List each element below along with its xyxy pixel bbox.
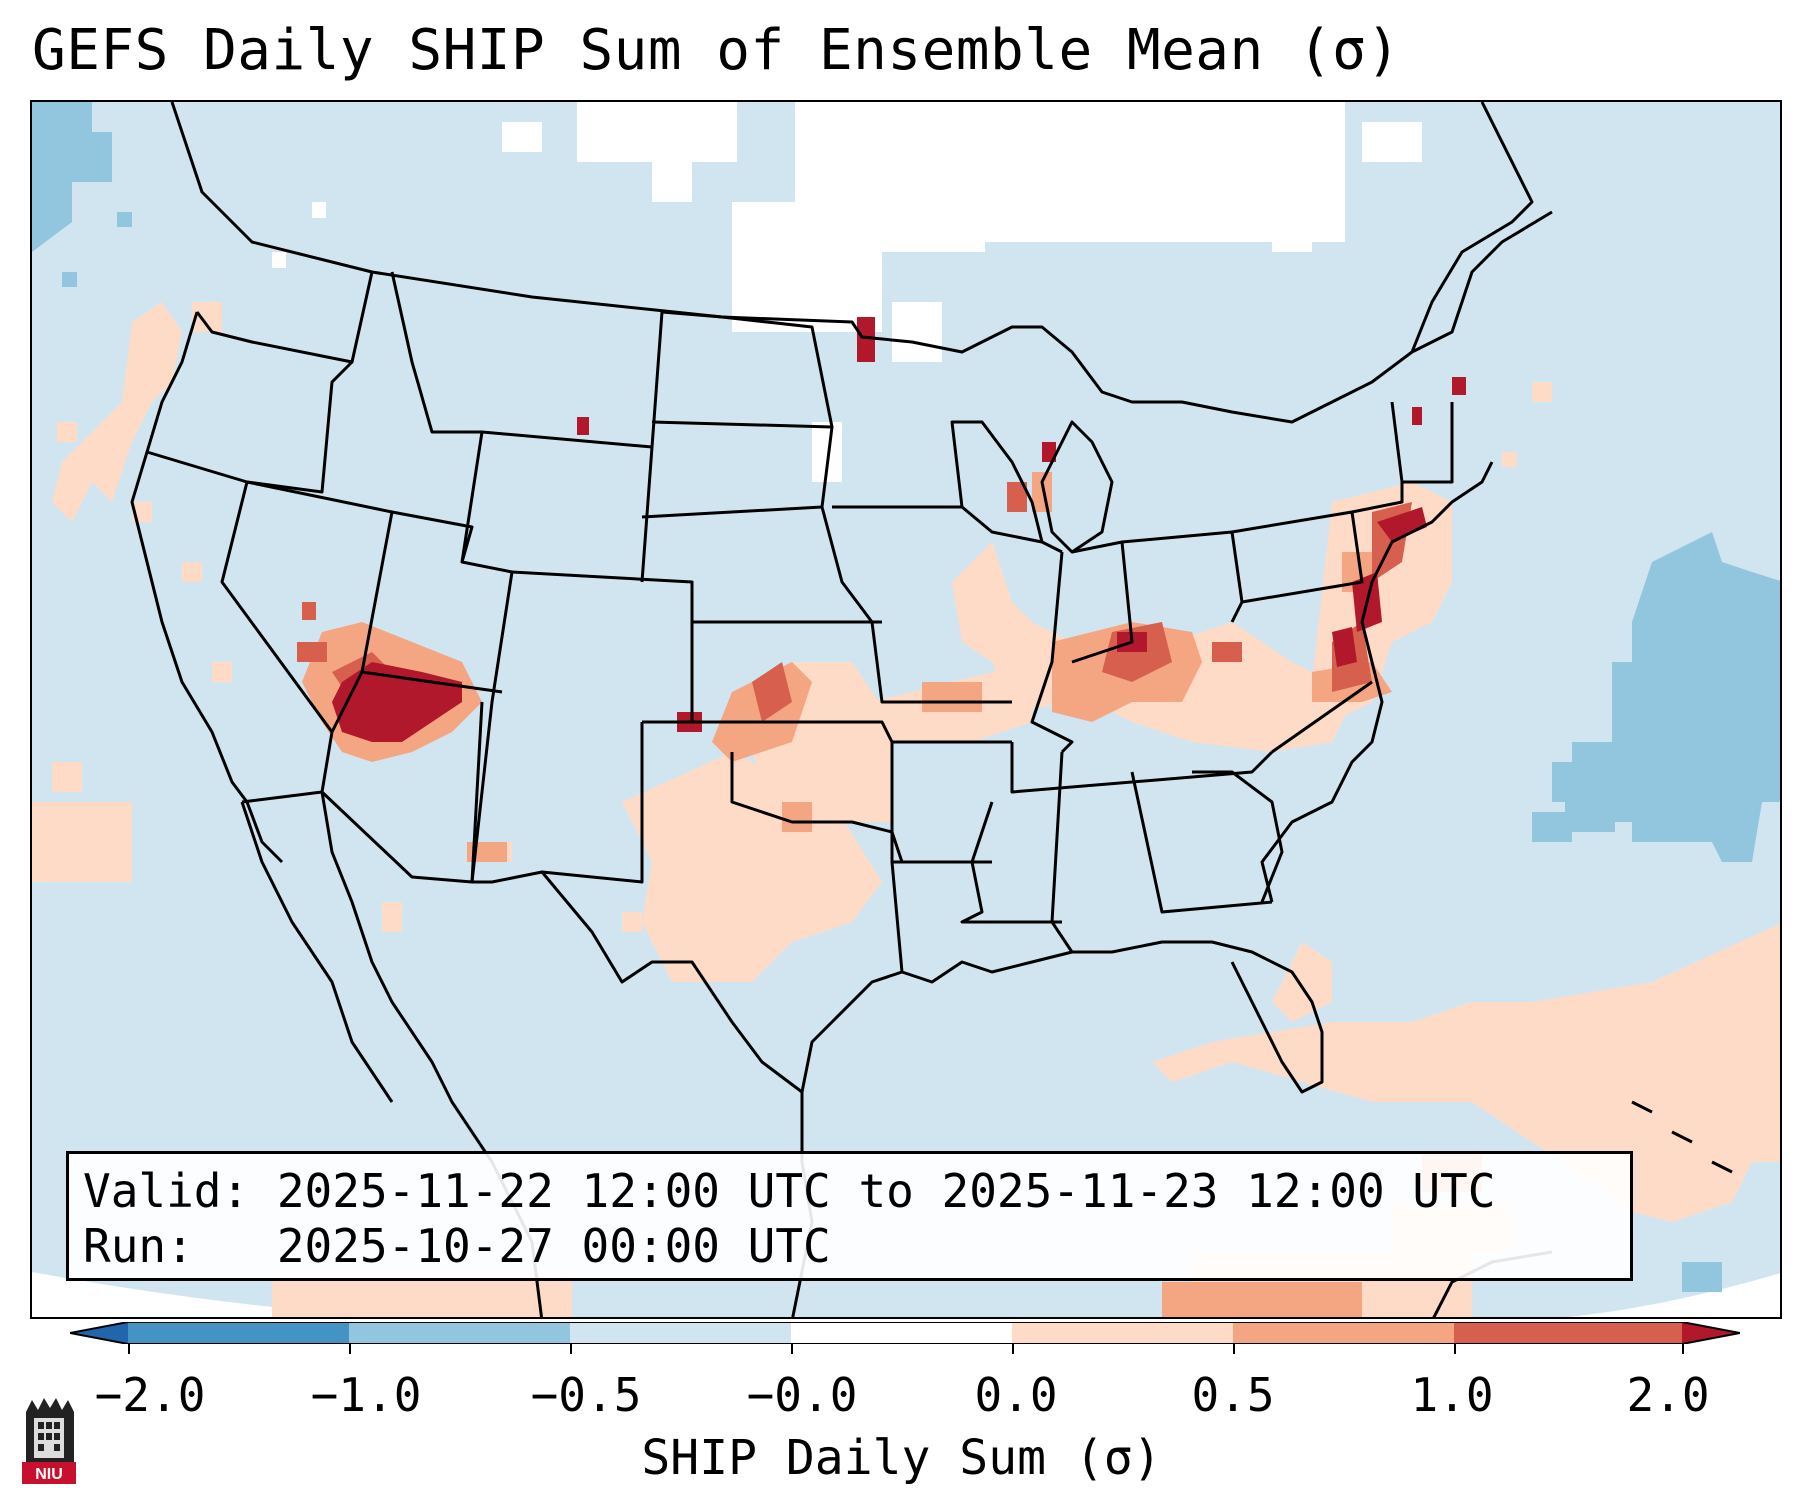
colorbar-segment-7 (1454, 1322, 1682, 1344)
niu-logo: NIU (22, 1398, 76, 1484)
colorbar-max-extend (1682, 1322, 1740, 1344)
tick-mark (128, 1344, 130, 1354)
tick-mark (791, 1344, 793, 1354)
tick-mark (1233, 1344, 1235, 1354)
colorbar-ticks: −2.0 −1.0 −0.5 −0.0 0.0 0.5 1.0 2.0 (0, 1344, 1803, 1422)
valid-time-text: Valid: 2025-11-22 12:00 UTC to 2025-11-2… (83, 1164, 1496, 1218)
tick-label: 1.0 (1410, 1368, 1494, 1422)
logo-text: NIU (35, 1466, 63, 1483)
tick-mark (1682, 1344, 1684, 1354)
tick-label: 0.0 (974, 1368, 1058, 1422)
tick-mark (1454, 1344, 1456, 1354)
chart-title: GEFS Daily SHIP Sum of Ensemble Mean (σ) (32, 18, 1401, 83)
tick-label: −2.0 (94, 1368, 206, 1422)
out-of-domain-bottom-right (1568, 1273, 1780, 1317)
out-of-domain-bottom-left (32, 1272, 393, 1317)
info-box: Valid: 2025-11-22 12:00 UTC to 2025-11-2… (66, 1151, 1633, 1281)
colorbar-segment-3 (570, 1322, 791, 1344)
colorbar-segment-6 (1233, 1322, 1454, 1344)
colorbar-segment-4 (791, 1322, 1012, 1344)
map-panel (30, 100, 1782, 1319)
colorbar-segment-2 (349, 1322, 570, 1344)
tick-mark (570, 1344, 572, 1354)
tick-label: −0.0 (746, 1368, 858, 1422)
colorbar-segment-5 (1012, 1322, 1233, 1344)
tick-label: −0.5 (530, 1368, 642, 1422)
tick-label: 0.5 (1191, 1368, 1275, 1422)
canada-white-blocks (272, 102, 1422, 482)
colorbar-min-extend (70, 1322, 128, 1344)
tick-mark (1012, 1344, 1014, 1354)
state-and-country-borders (130, 102, 1733, 1317)
run-time-text: Run: 2025-10-27 00:00 UTC (83, 1219, 831, 1273)
tick-label: −1.0 (310, 1368, 422, 1422)
colorbar-label: SHIP Daily Sum (σ) (641, 1430, 1162, 1486)
tick-mark (349, 1344, 351, 1354)
colorbar (70, 1322, 1740, 1344)
negative-anomaly-areas (32, 102, 1780, 1292)
map-svg (32, 102, 1780, 1317)
colorbar-segment-1 (128, 1322, 349, 1344)
tick-label: 2.0 (1626, 1368, 1710, 1422)
